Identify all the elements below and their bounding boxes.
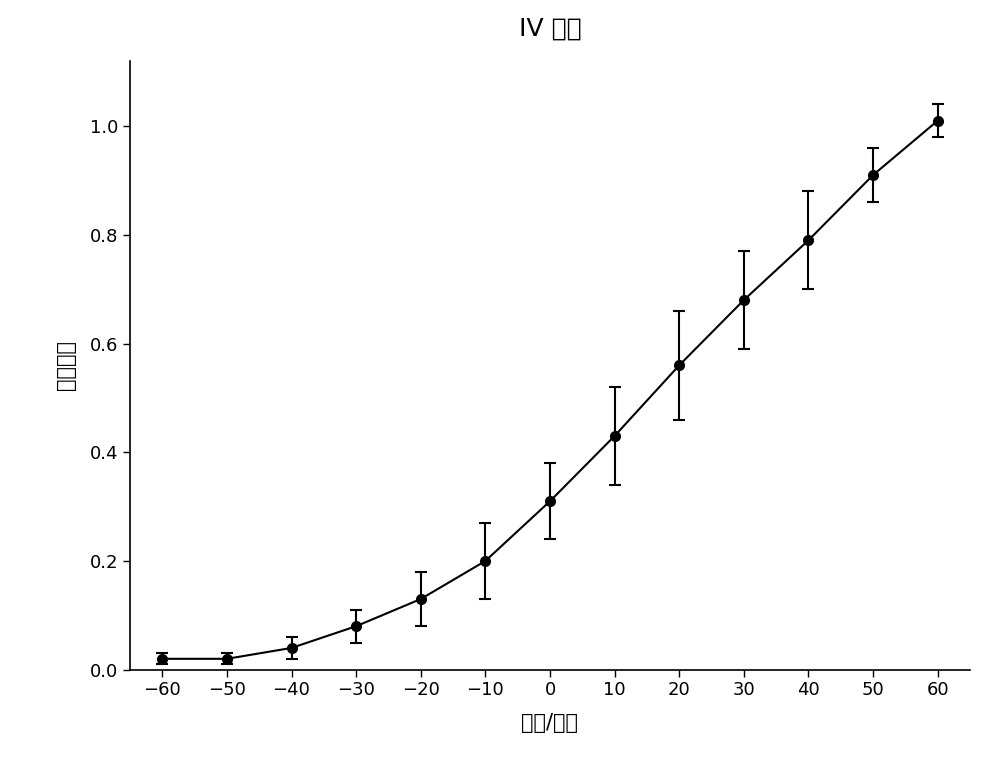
Title: IV 曲线: IV 曲线 xyxy=(519,17,581,41)
X-axis label: 电压/毫伏: 电压/毫伏 xyxy=(522,713,578,734)
Y-axis label: 标准电流: 标准电流 xyxy=(56,340,76,390)
